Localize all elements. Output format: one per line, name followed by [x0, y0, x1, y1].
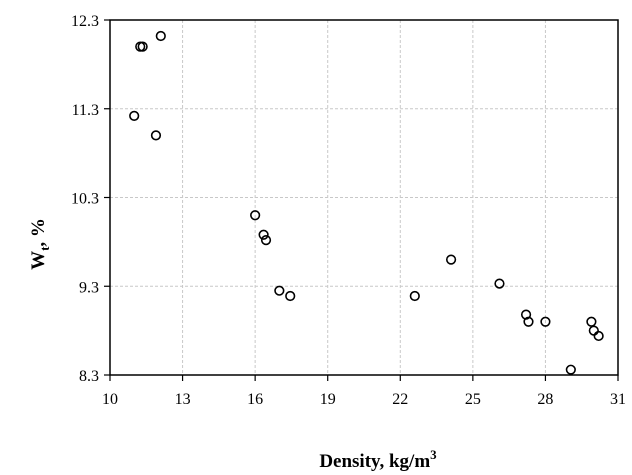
data-point	[137, 41, 148, 52]
data-point	[494, 278, 505, 289]
x-tick-label: 28	[537, 391, 553, 408]
data-point	[274, 285, 285, 296]
data-point	[250, 210, 261, 221]
data-point	[586, 316, 597, 327]
y-axis-title-suffix: , %	[28, 218, 49, 247]
x-axis-title: Density, kg/m3	[319, 447, 437, 472]
data-point	[260, 235, 272, 246]
x-tick-label: 16	[247, 391, 263, 408]
y-tick-label: 10.3	[71, 191, 99, 208]
data-point	[129, 110, 140, 121]
axis-ticks	[104, 19, 619, 381]
grid-lines	[110, 20, 618, 375]
data-points	[129, 30, 604, 375]
data-point	[445, 254, 457, 265]
y-tick-label: 8.3	[79, 368, 99, 385]
y-tick-label: 9.3	[79, 279, 99, 296]
data-point	[523, 316, 534, 327]
y-axis-title-subscript: t	[37, 246, 52, 251]
data-point	[409, 290, 420, 302]
y-tick-label: 11.3	[72, 102, 99, 119]
data-point	[565, 364, 576, 375]
x-axis-title-text: Density, kg/m	[319, 451, 430, 472]
x-tick-label: 10	[102, 391, 118, 408]
data-point	[540, 316, 551, 327]
data-point	[593, 330, 604, 342]
x-axis-tick-labels: 10 13 16 19 22 25 28 31	[102, 391, 626, 408]
data-point	[588, 325, 599, 336]
x-tick-label: 25	[465, 391, 481, 408]
data-point	[285, 290, 296, 302]
y-tick-label: 12.3	[71, 13, 99, 30]
y-axis-tick-labels: 8.3 9.3 10.3 11.3 12.3	[71, 13, 99, 385]
data-point	[258, 229, 269, 240]
y-axis-title: Wt, %	[28, 218, 52, 270]
data-point	[150, 130, 162, 141]
x-tick-label: 22	[392, 391, 408, 408]
data-point	[155, 30, 166, 42]
data-point	[520, 309, 532, 320]
x-tick-label: 13	[175, 391, 191, 408]
x-tick-label: 31	[610, 391, 626, 408]
x-tick-label: 19	[320, 391, 336, 408]
x-axis-title-superscript: 3	[430, 447, 437, 462]
y-axis-title-text: W	[28, 251, 49, 270]
